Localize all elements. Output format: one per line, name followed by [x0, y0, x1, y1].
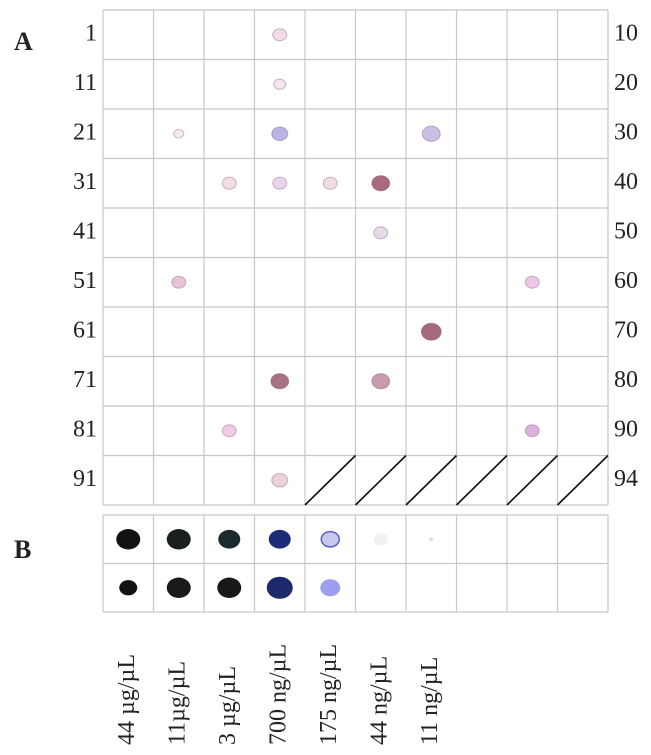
dot [217, 578, 241, 598]
row-end-label: 40 [614, 169, 638, 195]
concentration-label: 11µg/µL [164, 661, 190, 745]
dot [320, 579, 340, 596]
dot [272, 473, 288, 487]
panel-a-label: A [14, 27, 33, 56]
dot [525, 425, 539, 437]
dot [273, 29, 287, 41]
row-end-label: 90 [614, 416, 638, 442]
dot [272, 127, 288, 141]
row-start-label: 1 [85, 20, 97, 46]
dot [273, 177, 287, 189]
empty-well-slash [305, 456, 356, 506]
dot [271, 374, 289, 389]
concentration-label: 44 µg/µL [114, 654, 140, 745]
row-start-label: 61 [73, 317, 97, 343]
row-start-label: 81 [73, 416, 97, 442]
dot-grid [103, 10, 608, 612]
dot [222, 177, 236, 189]
empty-well-slash [457, 456, 508, 506]
row-start-label: 91 [73, 466, 97, 492]
concentration-label: 44 ng/µL [366, 656, 392, 745]
empty-well-slash [507, 456, 558, 506]
dots [116, 29, 539, 599]
dot [222, 425, 236, 437]
dot [167, 529, 191, 549]
dot [429, 538, 433, 541]
row-start-label: 21 [73, 119, 97, 145]
concentration-label: 700 ng/µL [265, 644, 291, 745]
dot [422, 126, 440, 141]
row-start-label: 71 [73, 367, 97, 393]
empty-well-slash [356, 456, 407, 506]
dot [269, 530, 291, 549]
dot [372, 374, 390, 389]
dot [167, 578, 191, 598]
dot [321, 532, 339, 547]
dot [421, 323, 441, 340]
concentration-label: 175 ng/µL [316, 644, 342, 745]
row-end-label: 94 [614, 466, 638, 492]
concentration-label: 11 ng/µL [417, 657, 443, 745]
dot [119, 580, 137, 595]
empty-well-slash [406, 456, 457, 506]
row-end-label: 20 [614, 70, 638, 96]
dot [174, 130, 184, 139]
dot [372, 176, 390, 191]
figure: A B 111213141516171819110203040506070809… [0, 0, 651, 755]
panel-b-label: B [14, 535, 31, 564]
row-end-label: 10 [614, 20, 638, 46]
dot [116, 529, 140, 549]
row-end-label: 30 [614, 119, 638, 145]
dot [218, 530, 240, 549]
dot [374, 533, 388, 545]
dot [172, 276, 186, 288]
dot [525, 276, 539, 288]
row-end-label: 60 [614, 268, 638, 294]
dot [374, 227, 388, 239]
row-start-label: 11 [74, 70, 97, 96]
row-end-label: 70 [614, 317, 638, 343]
row-end-label: 50 [614, 218, 638, 244]
row-start-label: 51 [73, 268, 97, 294]
row-end-label: 80 [614, 367, 638, 393]
concentration-label: 3 µg/µL [215, 666, 241, 745]
empty-well-slash [558, 456, 609, 506]
dot [274, 79, 286, 89]
row-start-label: 31 [73, 169, 97, 195]
row-start-label: 41 [73, 218, 97, 244]
dot [267, 577, 293, 599]
dot [323, 177, 337, 189]
